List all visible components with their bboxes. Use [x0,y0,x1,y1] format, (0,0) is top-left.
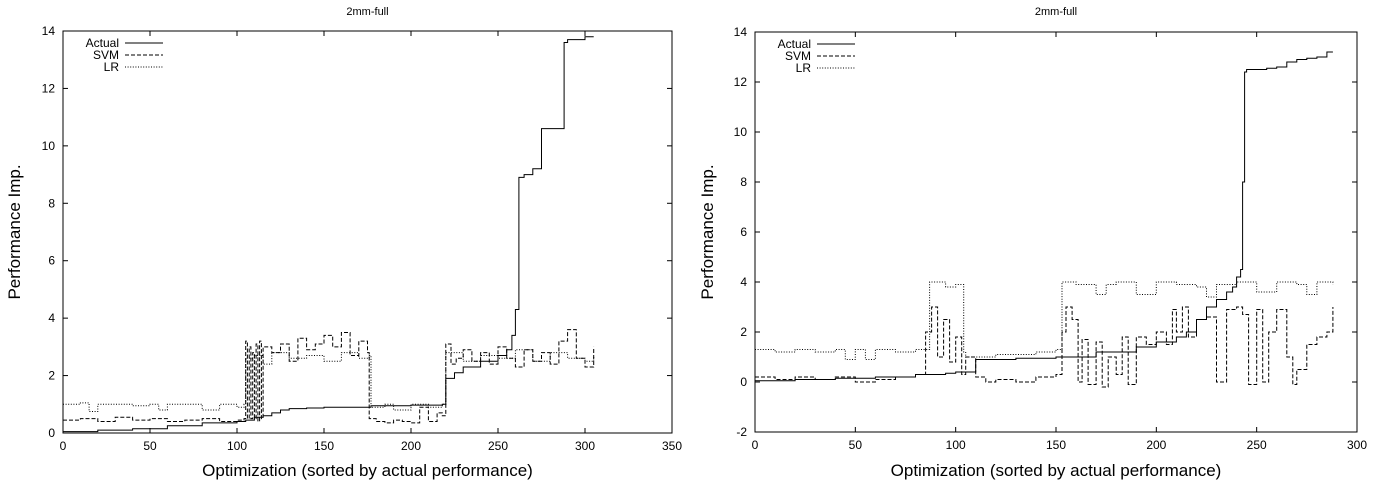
y-tick-label: 0 [740,375,747,389]
chart-title: 2mm-full [346,6,388,18]
legend-label-actual: Actual [86,36,119,50]
legend-label-svm: SVM [785,49,811,63]
x-axis-label: Optimization (sorted by actual performan… [202,461,533,480]
series-line-actual [755,51,1333,382]
legend-label-svm: SVM [93,48,119,62]
series-line-lr [755,281,1334,360]
x-axis-label: Optimization (sorted by actual performan… [891,461,1222,480]
x-tick-label: 300 [1347,438,1367,452]
x-tick-label: 150 [314,439,334,453]
y-tick-label: 0 [48,426,55,440]
y-tick-label: 14 [734,25,748,39]
plot-frame [754,31,1358,433]
x-tick-label: 100 [227,439,247,453]
series-line-lr [63,349,595,412]
y-axis-label: Performance Imp. [698,164,717,299]
y-tick-label: 4 [740,275,747,289]
y-tick-label: 10 [734,125,748,139]
y-tick-label: 12 [42,81,56,95]
y-tick-label: 14 [42,24,56,38]
y-tick-label: 2 [48,369,55,383]
y-tick-label: 6 [740,225,747,239]
chart-1: 2mm-full 0 50 100 150 200 250 300 350 0 2 4 6 8 10 12 14… [5,6,682,480]
y-tick-label: 8 [48,196,55,210]
series-line-actual [63,36,594,433]
x-tick-label: 0 [752,438,759,452]
x-tick-label: 200 [1146,438,1166,452]
y-tick-label: 8 [740,175,747,189]
x-tick-label: 200 [401,439,421,453]
legend-label-actual: Actual [778,37,811,51]
x-tick-label: 50 [849,438,863,452]
x-tick-label: 0 [60,439,67,453]
chart-2: 2mm-full 0 50 100 150 200 250 300 -2 0 2 4 6 8 10 12 14 O… [698,6,1367,480]
y-tick-label: 10 [42,139,56,153]
plot-frame [62,30,673,434]
x-tick-label: 150 [1046,438,1066,452]
series-line-svm [63,329,595,424]
y-tick-label: 6 [48,254,55,268]
chart-title: 2mm-full [1035,6,1077,18]
x-tick-label: 50 [143,439,157,453]
x-tick-label: 350 [662,439,682,453]
x-tick-label: 250 [488,439,508,453]
x-tick-label: 100 [946,438,966,452]
x-tick-label: 250 [1247,438,1267,452]
y-tick-label: 2 [740,325,747,339]
x-tick-label: 300 [575,439,595,453]
y-tick-label: -2 [736,425,747,439]
legend-label-lr: LR [796,61,812,75]
series-line-svm [755,306,1334,388]
y-tick-label: 12 [734,75,748,89]
y-tick-label: 4 [48,311,55,325]
legend-label-lr: LR [104,60,120,74]
y-axis-label: Performance Imp. [5,164,24,299]
